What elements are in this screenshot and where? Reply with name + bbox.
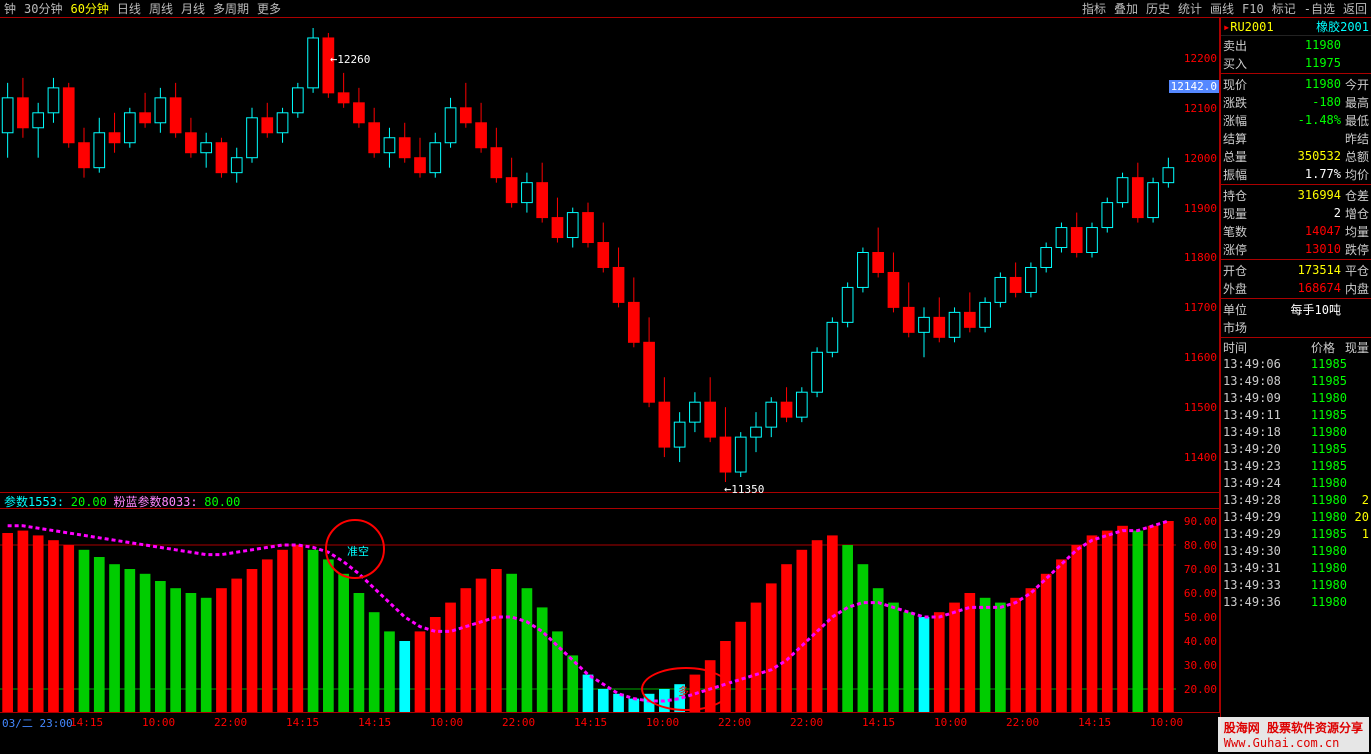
- x-tick: 10:00: [934, 716, 967, 729]
- ticks-header: 时间 价格 现量: [1221, 339, 1371, 355]
- symbol-title: ▸ RU2001 橡胶2001: [1221, 18, 1371, 36]
- tick-row: 13:49:3311980: [1221, 576, 1371, 593]
- tick-row: 13:49:3611980: [1221, 593, 1371, 610]
- x-tick: 14:15: [1078, 716, 1111, 729]
- quote-row: 笔数14047均量: [1221, 222, 1371, 240]
- quote-panel: ▸ RU2001 橡胶2001 卖出11980买入11975 现价11980今开涨…: [1220, 18, 1371, 734]
- timeframe-tab[interactable]: 30分钟: [24, 0, 62, 17]
- main-area: 1140011500116001170011800119001200012100…: [0, 18, 1371, 734]
- tick-row: 13:49:29119851: [1221, 525, 1371, 542]
- watermark: 股海网 股票软件资源分享 Www.Guhai.com.cn: [1218, 717, 1369, 752]
- x-tick: 22:00: [502, 716, 535, 729]
- x-tick: 10:00: [1150, 716, 1183, 729]
- x-tick: 14:15: [286, 716, 319, 729]
- time-axis: 03/二 23:0014:1510:0022:0014:1514:1510:00…: [0, 712, 1220, 732]
- quote-row: 涨跌-180最高: [1221, 93, 1371, 111]
- tick-row: 13:49:0611985: [1221, 355, 1371, 372]
- indicator-y-axis: 20.0030.0040.0050.0060.0070.0080.0090.00: [1181, 509, 1219, 712]
- x-tick: 10:00: [430, 716, 463, 729]
- quote-row: 振幅1.77%均价: [1221, 165, 1371, 183]
- tick-row: 13:49:2411980: [1221, 474, 1371, 491]
- timeframe-menu: 钟 30分钟 60分钟日线周线月线多周期更多 指标叠加历史统计画线 F10 标记 -自选返…: [0, 0, 1371, 18]
- quote-row: 单位每手10吨: [1221, 300, 1371, 318]
- x-tick: 14:15: [70, 716, 103, 729]
- toolbar-button[interactable]: 历史: [1146, 0, 1170, 17]
- quote-row: 涨幅-1.48%最低: [1221, 111, 1371, 129]
- toolbar-button[interactable]: -自选: [1304, 0, 1335, 17]
- price-annotation: ←11350: [724, 482, 764, 496]
- quote-row: 卖出11980: [1221, 36, 1371, 54]
- indicator-header: 参数1553: 20.00 粉蓝参数8033: 80.00: [0, 492, 1220, 508]
- price-marker: 12142.0: [1169, 80, 1219, 93]
- x-tick: 10:00: [646, 716, 679, 729]
- quote-row: 开仓173514平仓: [1221, 261, 1371, 279]
- x-tick: 10:00: [142, 716, 175, 729]
- x-tick: 22:00: [214, 716, 247, 729]
- x-date: 03/二 23:00: [0, 715, 73, 731]
- timeframe-tab[interactable]: 钟: [4, 0, 16, 17]
- timeframe-tab[interactable]: 多周期: [213, 0, 249, 17]
- toolbar-button[interactable]: 统计: [1178, 0, 1202, 17]
- symbol-name: 橡胶2001: [1316, 18, 1369, 35]
- toolbar-button[interactable]: 返回: [1343, 0, 1367, 17]
- tick-row: 13:49:28119802: [1221, 491, 1371, 508]
- x-tick: 14:15: [862, 716, 895, 729]
- tick-row: 13:49:1111985: [1221, 406, 1371, 423]
- timeframe-tab[interactable]: 60分钟: [70, 0, 108, 17]
- quote-row: 涨停13010跌停: [1221, 240, 1371, 258]
- price-y-axis: 1140011500116001170011800119001200012100…: [1175, 18, 1219, 492]
- indicator-chart[interactable]: 20.0030.0040.0050.0060.0070.0080.0090.00…: [0, 508, 1220, 712]
- tick-row: 13:49:3111980: [1221, 559, 1371, 576]
- x-tick: 14:15: [358, 716, 391, 729]
- tick-row: 13:49:0811985: [1221, 372, 1371, 389]
- timeframe-tab[interactable]: 更多: [257, 0, 281, 17]
- quote-row: 结算昨结: [1221, 129, 1371, 147]
- toolbar-button[interactable]: 画线: [1210, 0, 1234, 17]
- timeframe-tab[interactable]: 月线: [181, 0, 205, 17]
- timeframe-tab[interactable]: 周线: [149, 0, 173, 17]
- symbol-code: RU2001: [1230, 20, 1273, 34]
- x-tick: 22:00: [1006, 716, 1039, 729]
- quote-row: 现量2增仓: [1221, 204, 1371, 222]
- tick-row: 13:49:2311985: [1221, 457, 1371, 474]
- toolbar-button[interactable]: F10: [1242, 2, 1264, 16]
- quote-row: 市场: [1221, 318, 1371, 336]
- toolbar-button[interactable]: 叠加: [1114, 0, 1138, 17]
- tick-row: 13:49:1811980: [1221, 423, 1371, 440]
- x-tick: 22:00: [718, 716, 751, 729]
- charts-column: 1140011500116001170011800119001200012100…: [0, 18, 1220, 734]
- quote-row: 外盘168674内盘: [1221, 279, 1371, 297]
- price-chart[interactable]: 1140011500116001170011800119001200012100…: [0, 18, 1220, 492]
- quote-row: 总量350532总额: [1221, 147, 1371, 165]
- x-tick: 14:15: [574, 716, 607, 729]
- tick-row: 13:49:3011980: [1221, 542, 1371, 559]
- tick-row: 13:49:2011985: [1221, 440, 1371, 457]
- price-annotation: ←12260: [330, 52, 370, 66]
- tick-row: 13:49:291198020: [1221, 508, 1371, 525]
- timeframe-tab[interactable]: 日线: [117, 0, 141, 17]
- quote-row: 持仓316994仓差: [1221, 186, 1371, 204]
- toolbar-button[interactable]: 标记: [1272, 0, 1296, 17]
- tick-row: 13:49:0911980: [1221, 389, 1371, 406]
- toolbar-button[interactable]: 指标: [1082, 0, 1106, 17]
- x-tick: 22:00: [790, 716, 823, 729]
- quote-row: 买入11975: [1221, 54, 1371, 72]
- quote-row: 现价11980今开: [1221, 75, 1371, 93]
